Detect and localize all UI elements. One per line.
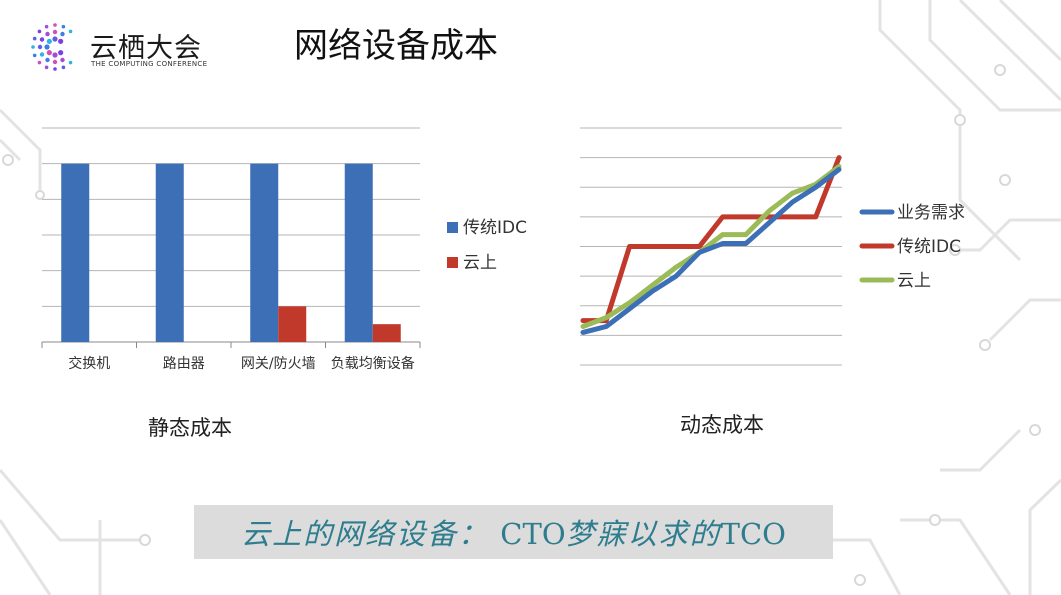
line-cloud xyxy=(580,164,842,329)
page-title: 网络设备成本 xyxy=(294,26,498,66)
logo-dot xyxy=(44,44,50,50)
logo: 云栖大会 THE COMPUTING CONFERENCE xyxy=(30,20,230,72)
dynamic-cost-caption: 动态成本 xyxy=(680,413,764,437)
bar-legend-swatch xyxy=(447,257,458,268)
logo-name: 云栖大会 xyxy=(90,33,202,64)
bar-idc-2 xyxy=(250,163,279,342)
logo-dot xyxy=(46,50,52,56)
logo-dot xyxy=(37,29,42,34)
logo-dot xyxy=(45,31,50,37)
bottom-banner: 云上的网络设备： CTO梦寐以求的TCO xyxy=(194,505,833,559)
logo-dot xyxy=(61,65,66,70)
banner-text-prefix: 云上的网络设备： xyxy=(241,517,490,551)
bar-legend-label: 云上 xyxy=(463,253,497,273)
logo-dot xyxy=(58,50,64,56)
bar-idc-1 xyxy=(155,163,184,342)
logo-dot xyxy=(68,29,73,34)
logo-dot xyxy=(53,67,57,71)
logo-dot xyxy=(52,52,58,58)
bar-chart-category-label: 路由器 xyxy=(163,356,205,372)
bar-cloud-2 xyxy=(278,306,307,342)
bar-chart-category-label: 负载均衡设备 xyxy=(331,355,415,372)
line-legend-label: 云上 xyxy=(897,271,931,291)
bar-idc-3 xyxy=(344,163,373,342)
logo-dot xyxy=(52,59,58,65)
logo-dot xyxy=(32,53,37,58)
logo-dot xyxy=(53,23,57,27)
logo-dot xyxy=(31,45,35,49)
logo-mark-icon xyxy=(31,23,73,71)
logo-dot xyxy=(45,57,50,63)
logo-dot xyxy=(58,38,64,44)
line-legend-label: 业务需求 xyxy=(897,203,965,223)
bar-legend-swatch xyxy=(447,222,458,233)
logo-dot xyxy=(60,57,65,63)
banner-text-latin-2: TCO xyxy=(720,517,786,551)
logo-dot xyxy=(32,36,37,41)
static-cost-caption: 静态成本 xyxy=(148,416,232,440)
banner-text-middle: 梦寐以求的 xyxy=(565,517,721,551)
logo-dot xyxy=(44,65,49,70)
logo-dot xyxy=(68,60,73,65)
logo-dot xyxy=(39,37,45,42)
logo-dot xyxy=(39,52,45,57)
logo-dot xyxy=(44,24,49,29)
logo-dot xyxy=(37,60,42,65)
logo-dot xyxy=(61,24,66,29)
line-idc xyxy=(580,155,842,324)
banner-text: 云上的网络设备： CTO梦寐以求的TCO xyxy=(241,511,786,553)
logo-dot xyxy=(46,38,52,44)
line-demand xyxy=(580,166,842,335)
logo-dot xyxy=(52,36,58,42)
logo-dot xyxy=(60,31,65,37)
logo-subtitle: THE COMPUTING CONFERENCE xyxy=(91,60,208,68)
line-legend-label: 传统IDC xyxy=(897,237,961,257)
bar-idc-0 xyxy=(61,163,90,342)
bar-cloud-3 xyxy=(372,324,401,342)
bar-chart-category-label: 网关/防火墙 xyxy=(241,356,316,372)
bar-legend-label: 传统IDC xyxy=(463,218,527,238)
logo-dot xyxy=(37,44,43,50)
logo-dot xyxy=(52,29,58,35)
bar-chart-category-label: 交换机 xyxy=(68,355,110,372)
banner-text-latin-1: CTO xyxy=(500,517,566,551)
